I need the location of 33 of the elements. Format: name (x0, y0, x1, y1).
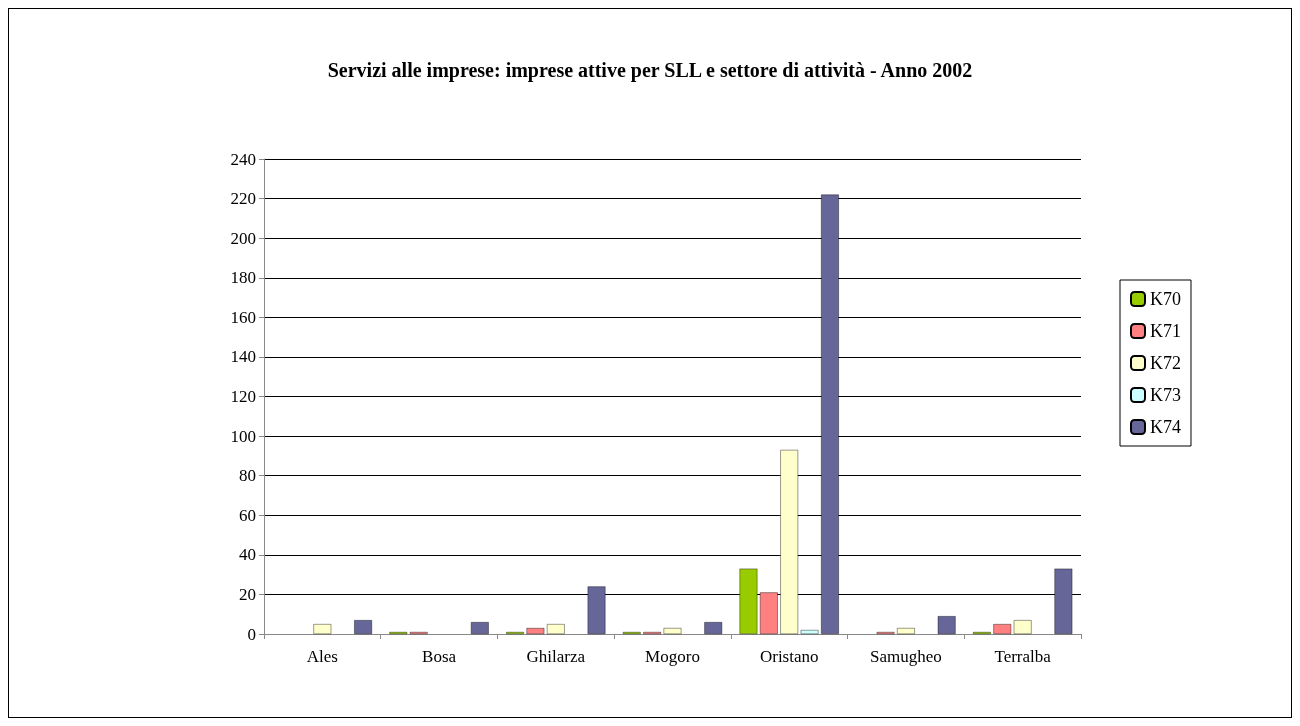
x-tick-label: Mogoro (645, 647, 700, 666)
y-tick-label: 40 (239, 545, 256, 565)
bar (313, 624, 332, 634)
x-tick-label: Bosa (422, 647, 457, 666)
legend-label: K70 (1150, 289, 1181, 309)
x-tick-label: Ales (306, 647, 338, 666)
x-tick-label: Oristano (759, 647, 819, 666)
chart-title: Servizi alle imprese: imprese attive per SLL e settore di attività - Anno 2002 (327, 59, 973, 82)
x-tick-label: Ghilarza (526, 647, 586, 666)
y-tick-label: 200 (230, 228, 256, 248)
y-tick-label: 120 (230, 387, 256, 406)
x-tick-label: Samugheo (870, 647, 942, 666)
y-tick-label: 60 (239, 505, 256, 525)
y-tick-label: 100 (230, 426, 256, 446)
y-tick-label: 20 (239, 584, 256, 604)
y-tick-label: 80 (239, 466, 256, 486)
bar (937, 616, 956, 634)
y-tick-label: 160 (230, 307, 256, 327)
legend-label: K71 (1150, 321, 1181, 341)
legend-label: K74 (1150, 417, 1181, 437)
y-tick-label: 220 (230, 189, 256, 209)
y-tick-label: 240 (230, 149, 256, 169)
x-tick-label: Terralba (994, 647, 1052, 666)
legend-label: K72 (1150, 353, 1181, 373)
bar (663, 628, 682, 634)
bar (897, 628, 915, 634)
y-tick-label: 180 (230, 268, 256, 288)
legend-label: K73 (1150, 385, 1181, 405)
y-tick-label: 140 (230, 347, 256, 367)
y-tick-label: 0 (247, 624, 256, 644)
bar (704, 622, 723, 634)
bar (354, 620, 372, 634)
bar (470, 622, 489, 634)
